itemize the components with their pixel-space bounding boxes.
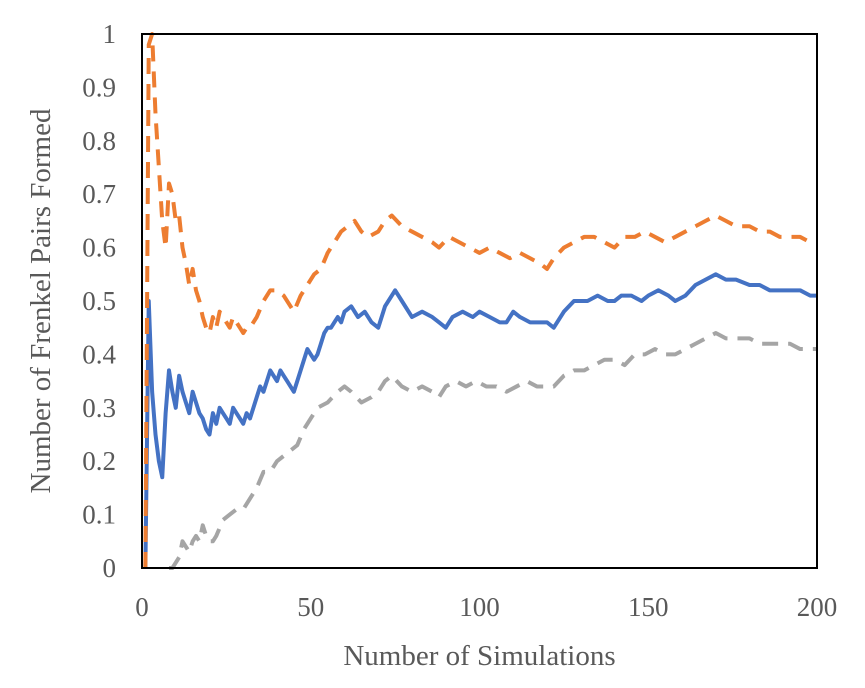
y-tick-label: 0 xyxy=(103,553,117,583)
series-line-1 xyxy=(143,272,817,569)
y-tick-label: 0.2 xyxy=(82,446,116,476)
y-axis-ticks: 0 0.1 0.2 0.3 0.4 0.5 0.6 0.7 0.8 0.9 1 xyxy=(82,19,116,583)
plot-area-frame xyxy=(141,33,818,569)
y-axis-title: Number of Frenkel Pairs Formed xyxy=(25,108,57,493)
series-line-2 xyxy=(143,32,817,569)
y-tick-label: 0.7 xyxy=(82,179,116,209)
x-tick-label: 100 xyxy=(459,592,500,622)
x-tick-label: 150 xyxy=(628,592,669,622)
y-tick-label: 0.9 xyxy=(82,72,116,102)
x-tick-label: 200 xyxy=(797,592,838,622)
y-tick-label: 0.4 xyxy=(82,339,116,369)
x-axis-ticks: 0 50 100 150 200 xyxy=(135,592,837,622)
y-tick-label: 0.3 xyxy=(82,393,116,423)
y-tick-label: 0.6 xyxy=(82,233,116,263)
x-tick-label: 0 xyxy=(135,592,149,622)
series-layer xyxy=(143,32,817,570)
y-tick-label: 0.1 xyxy=(82,500,116,530)
series-line-3 xyxy=(169,331,817,570)
y-tick-label: 1 xyxy=(103,19,117,49)
y-tick-label: 0.8 xyxy=(82,126,116,156)
y-tick-label: 0.5 xyxy=(82,286,116,316)
x-axis-title: Number of Simulations xyxy=(343,640,615,672)
x-tick-label: 50 xyxy=(297,592,324,622)
